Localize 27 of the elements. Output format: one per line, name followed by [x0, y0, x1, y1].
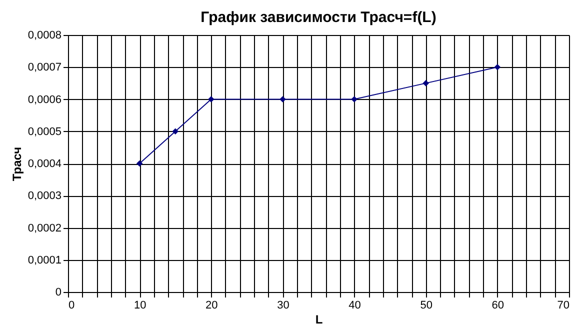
point [494, 64, 501, 70]
point [280, 96, 286, 102]
x-tick-label: 60 [492, 300, 504, 312]
x-tick-label: 70 [557, 300, 570, 312]
x-tick-label: 30 [277, 300, 290, 312]
y-tick-label: 0,0006 [28, 94, 62, 106]
x-tick-label: 0 [68, 300, 75, 312]
y-tick-label: 0,0008 [28, 30, 62, 42]
y-tick-label: 0,0005 [28, 126, 62, 138]
x-tick-label: 10 [134, 300, 146, 312]
point [208, 96, 214, 102]
y-tick-label: 0,0004 [28, 158, 62, 170]
x-tick-label: 40 [348, 300, 361, 312]
y-tick-label: 0,0001 [28, 254, 62, 266]
y-tick-label: 0 [55, 286, 62, 298]
y-tick-label: 0,0003 [28, 190, 62, 202]
point [351, 96, 358, 102]
x-tick-label: 50 [420, 300, 432, 312]
y-tick-label: 0,0002 [28, 222, 62, 234]
point [172, 128, 179, 135]
x-tick-label: 20 [206, 300, 218, 312]
y-tick-label: 0,0007 [28, 62, 62, 74]
point [422, 80, 430, 86]
chart-title: График зависимости Трасч=f(L) [200, 9, 436, 26]
y-axis-title: Трасч [10, 146, 24, 182]
point [136, 160, 143, 167]
x-axis-title: L [315, 312, 323, 326]
